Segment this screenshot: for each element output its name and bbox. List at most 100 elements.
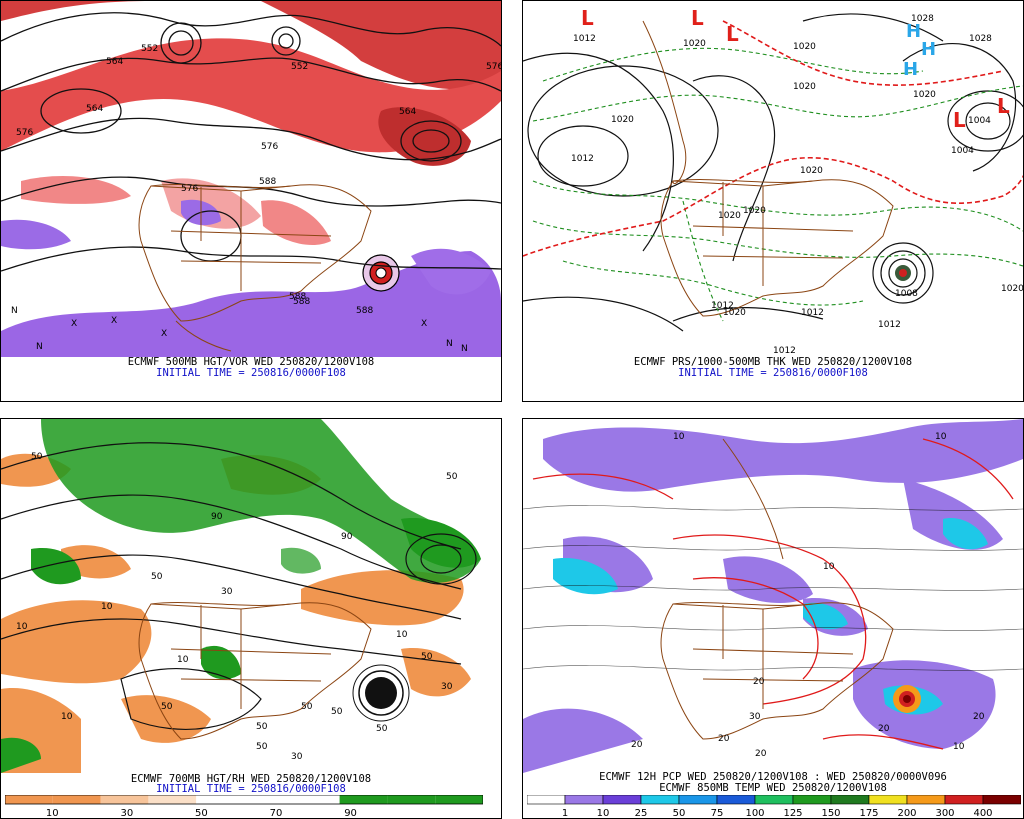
low-pressure-symbol: L [997,94,1010,118]
rh-colorbar-cells [5,795,483,805]
colorbar-cell [982,795,1021,805]
contour-label: 1020 [683,39,706,49]
contour-label: 50 [31,452,43,462]
colorbar-cell [52,795,101,804]
high-pressure-symbol: H [903,59,918,80]
symbol-n: N [11,306,18,316]
hurricane-core [352,664,410,722]
high-pressure-symbol: H [906,21,921,42]
contour-label: 10 [396,630,408,640]
contour-label: 30 [291,752,303,762]
colorbar-label: 200 [897,808,916,819]
low-pressure-symbol: L [953,108,966,132]
contour-label: 1020 [718,211,741,221]
map-500mb: 552 564 576 588 576 564 552 564 576 588 … [1,1,501,357]
contour-label: 10 [953,742,965,752]
contour-label: 1008 [895,289,918,299]
negative-vorticity-fill [1,199,501,357]
map-precip: 10 20 20 10 30 20 20 20 10 20 10 [523,419,1023,773]
colorbar-label: 100 [745,808,764,819]
colorbar-cell [196,795,244,804]
contour-label: 1012 [711,301,734,311]
colorbar-label: 25 [635,808,648,819]
contour-label: 552 [141,44,158,54]
rh-colorbar: 10 30 50 70 90 [5,795,483,819]
colorbar-cell [792,795,832,805]
colorbar-cell [564,795,604,805]
contour-label: 588 [289,292,306,302]
contour-label: 576 [16,128,33,138]
colorbar-cell [868,795,908,805]
rh-colorbar-labels: 10 30 50 70 90 [46,808,357,819]
colorbar-label: 10 [597,808,610,819]
panel-pressure-thickness: 1012 1020 1020 1012 1020 1020 1020 1020 … [522,0,1024,402]
map-pressure: 1012 1020 1020 1012 1020 1020 1020 1020 … [523,1,1024,357]
temp-labels: 10 20 20 10 30 20 20 20 10 20 10 [631,432,985,759]
vorticity-fill [1,1,501,246]
colorbar-label: 90 [344,808,357,819]
contour-label: 10 [16,622,28,632]
pressure-labels: 1012 1020 1020 1012 1020 1020 1020 1020 … [571,6,1024,356]
colorbar-cell [944,795,984,805]
panel-caption: ECMWF 700MB HGT/RH WED 250820/1200V108 [130,773,372,785]
low-pressure-symbol: L [726,22,739,46]
hurricane-precip [893,685,921,713]
thickness-green [532,47,1023,322]
colorbar-outline [5,795,483,805]
contour-label: 1020 [743,206,766,216]
colorbar-label: 125 [783,808,802,819]
colorbar-label: 150 [821,808,840,819]
panel-caption: ECMWF 12H PCP WED 250820/1200V108 : WED … [599,771,947,783]
contour-label: 576 [486,62,501,72]
contour-label: 50 [256,722,268,732]
contour-label: 1004 [968,116,991,126]
contour-label: 10 [673,432,685,442]
colorbar-cell [339,795,388,804]
height-contours [1,442,477,730]
hurricane-vortex [362,254,400,292]
political-borders [660,438,894,740]
colorbar-cell [527,795,566,805]
contour-label: 1004 [951,146,974,156]
political-borders [138,184,372,352]
contour-label: 552 [291,62,308,72]
contour-label: 50 [151,572,163,582]
thickness-red [523,20,1023,257]
contour-label: 564 [399,107,416,117]
colorbar-cell [387,795,436,804]
colorbar-label: 10 [46,808,59,819]
contour-label: 1020 [1001,284,1024,294]
contour-label: 50 [301,702,313,712]
panel-caption: ECMWF PRS/1000-500MB THK WED 250820/1200… [633,356,913,368]
contour-label-group: 552 564 576 588 576 564 552 564 576 588 … [11,44,501,354]
contour-label: 576 [261,142,278,152]
symbol-x: X [71,319,77,329]
rh-moist-fill [1,419,481,773]
contour-label: 30 [441,682,453,692]
contour-label: 50 [331,707,343,717]
colorbar-label: 175 [859,808,878,819]
hurricane-core [895,265,911,281]
temp-contours [532,438,1014,750]
colorbar-label: 1 [562,808,568,819]
colorbar-cell [640,795,680,805]
contour-label: 50 [446,472,458,482]
precip-colorbar-cells [527,795,1021,805]
colorbar-cell [291,795,340,804]
panel-init-time: INITIAL TIME = 250816/0000F108 [678,367,868,379]
symbol-x: X [161,329,167,339]
contour-label: 10 [823,562,835,572]
symbol-n: N [461,344,468,354]
contour-label: 1012 [573,34,596,44]
contour-label: 20 [973,712,985,722]
contour-label: 1012 [801,308,824,318]
panel-caption-secondary: ECMWF 850MB TEMP WED 250820/1200V108 [659,782,887,794]
political-borders [138,602,372,740]
colorbar-cell [716,795,756,805]
panel-500mb-vorticity: 552 564 576 588 576 564 552 564 576 588 … [0,0,502,402]
symbol-n: N [36,342,43,352]
contour-label: 588 [259,177,276,187]
symbol-x: X [111,316,117,326]
colorbar-cell [754,795,794,805]
colorbar-cell [906,795,946,805]
